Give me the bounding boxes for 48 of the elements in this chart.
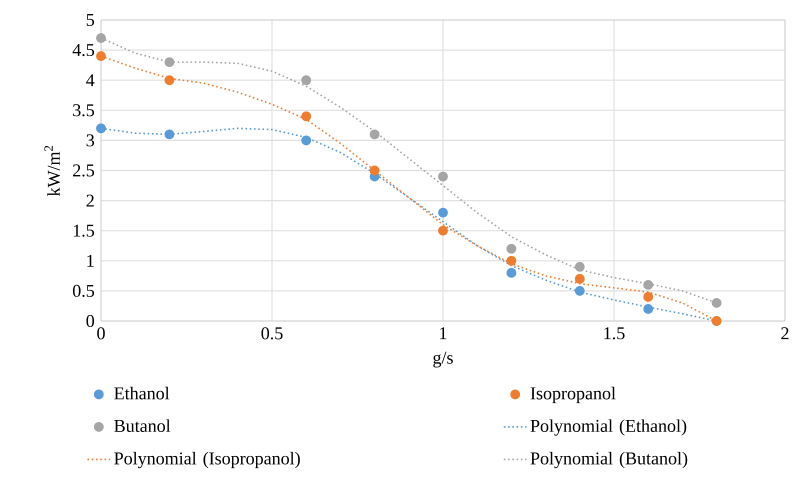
point <box>301 75 312 86</box>
point <box>643 280 654 290</box>
legend-label: Ethanol <box>114 386 170 400</box>
point <box>164 129 174 140</box>
point <box>438 226 448 236</box>
x-tick-label: 1 <box>440 327 446 340</box>
y-tick-label: 0.5 <box>72 284 94 297</box>
point <box>96 51 106 62</box>
point <box>712 298 722 308</box>
y-axis-title: kW/m$^{2}$ <box>44 146 60 196</box>
y-tick-label: 3.5 <box>73 104 94 116</box>
y-tick-label: 2 <box>86 194 94 207</box>
point <box>96 33 106 43</box>
y-tick-label: 0 <box>86 314 94 328</box>
point <box>96 123 106 134</box>
y-tick-label: 4.5 <box>72 44 94 56</box>
point <box>506 256 516 266</box>
x-tick-label: 0.5 <box>261 327 283 340</box>
point <box>438 208 448 218</box>
y-tick-label: 1.5 <box>74 224 94 237</box>
legend-label: Polynomial (Butanol) <box>530 452 688 468</box>
x-tick-label: 2 <box>781 327 788 340</box>
point <box>574 286 585 296</box>
point <box>643 292 654 302</box>
legend-label: Butanol <box>114 419 170 432</box>
point <box>301 111 312 122</box>
point <box>506 268 516 278</box>
y-tick-label: 2.5 <box>73 164 94 177</box>
y-tick-label: 1 <box>87 254 94 267</box>
point <box>574 274 585 284</box>
point <box>506 244 516 254</box>
point <box>438 172 448 182</box>
point <box>164 57 174 68</box>
point <box>370 166 380 176</box>
x-tick-label: 1.5 <box>604 327 625 340</box>
y-tick-label: 3 <box>86 134 94 146</box>
legend-label: Polynomial (Ethanol) <box>530 419 686 436</box>
point <box>301 135 312 146</box>
legend-label: Isopropanol <box>530 386 616 404</box>
y-tick-label: 5 <box>86 14 94 26</box>
point <box>370 129 380 140</box>
legend-label: Polynomial (Isopropanol) <box>114 452 300 468</box>
point <box>574 262 585 272</box>
x-tick-label: 0 <box>97 327 105 340</box>
y-tick-label: 4 <box>86 74 94 86</box>
point <box>643 304 654 314</box>
x-axis-title: g/s <box>433 352 453 368</box>
point <box>164 75 174 86</box>
